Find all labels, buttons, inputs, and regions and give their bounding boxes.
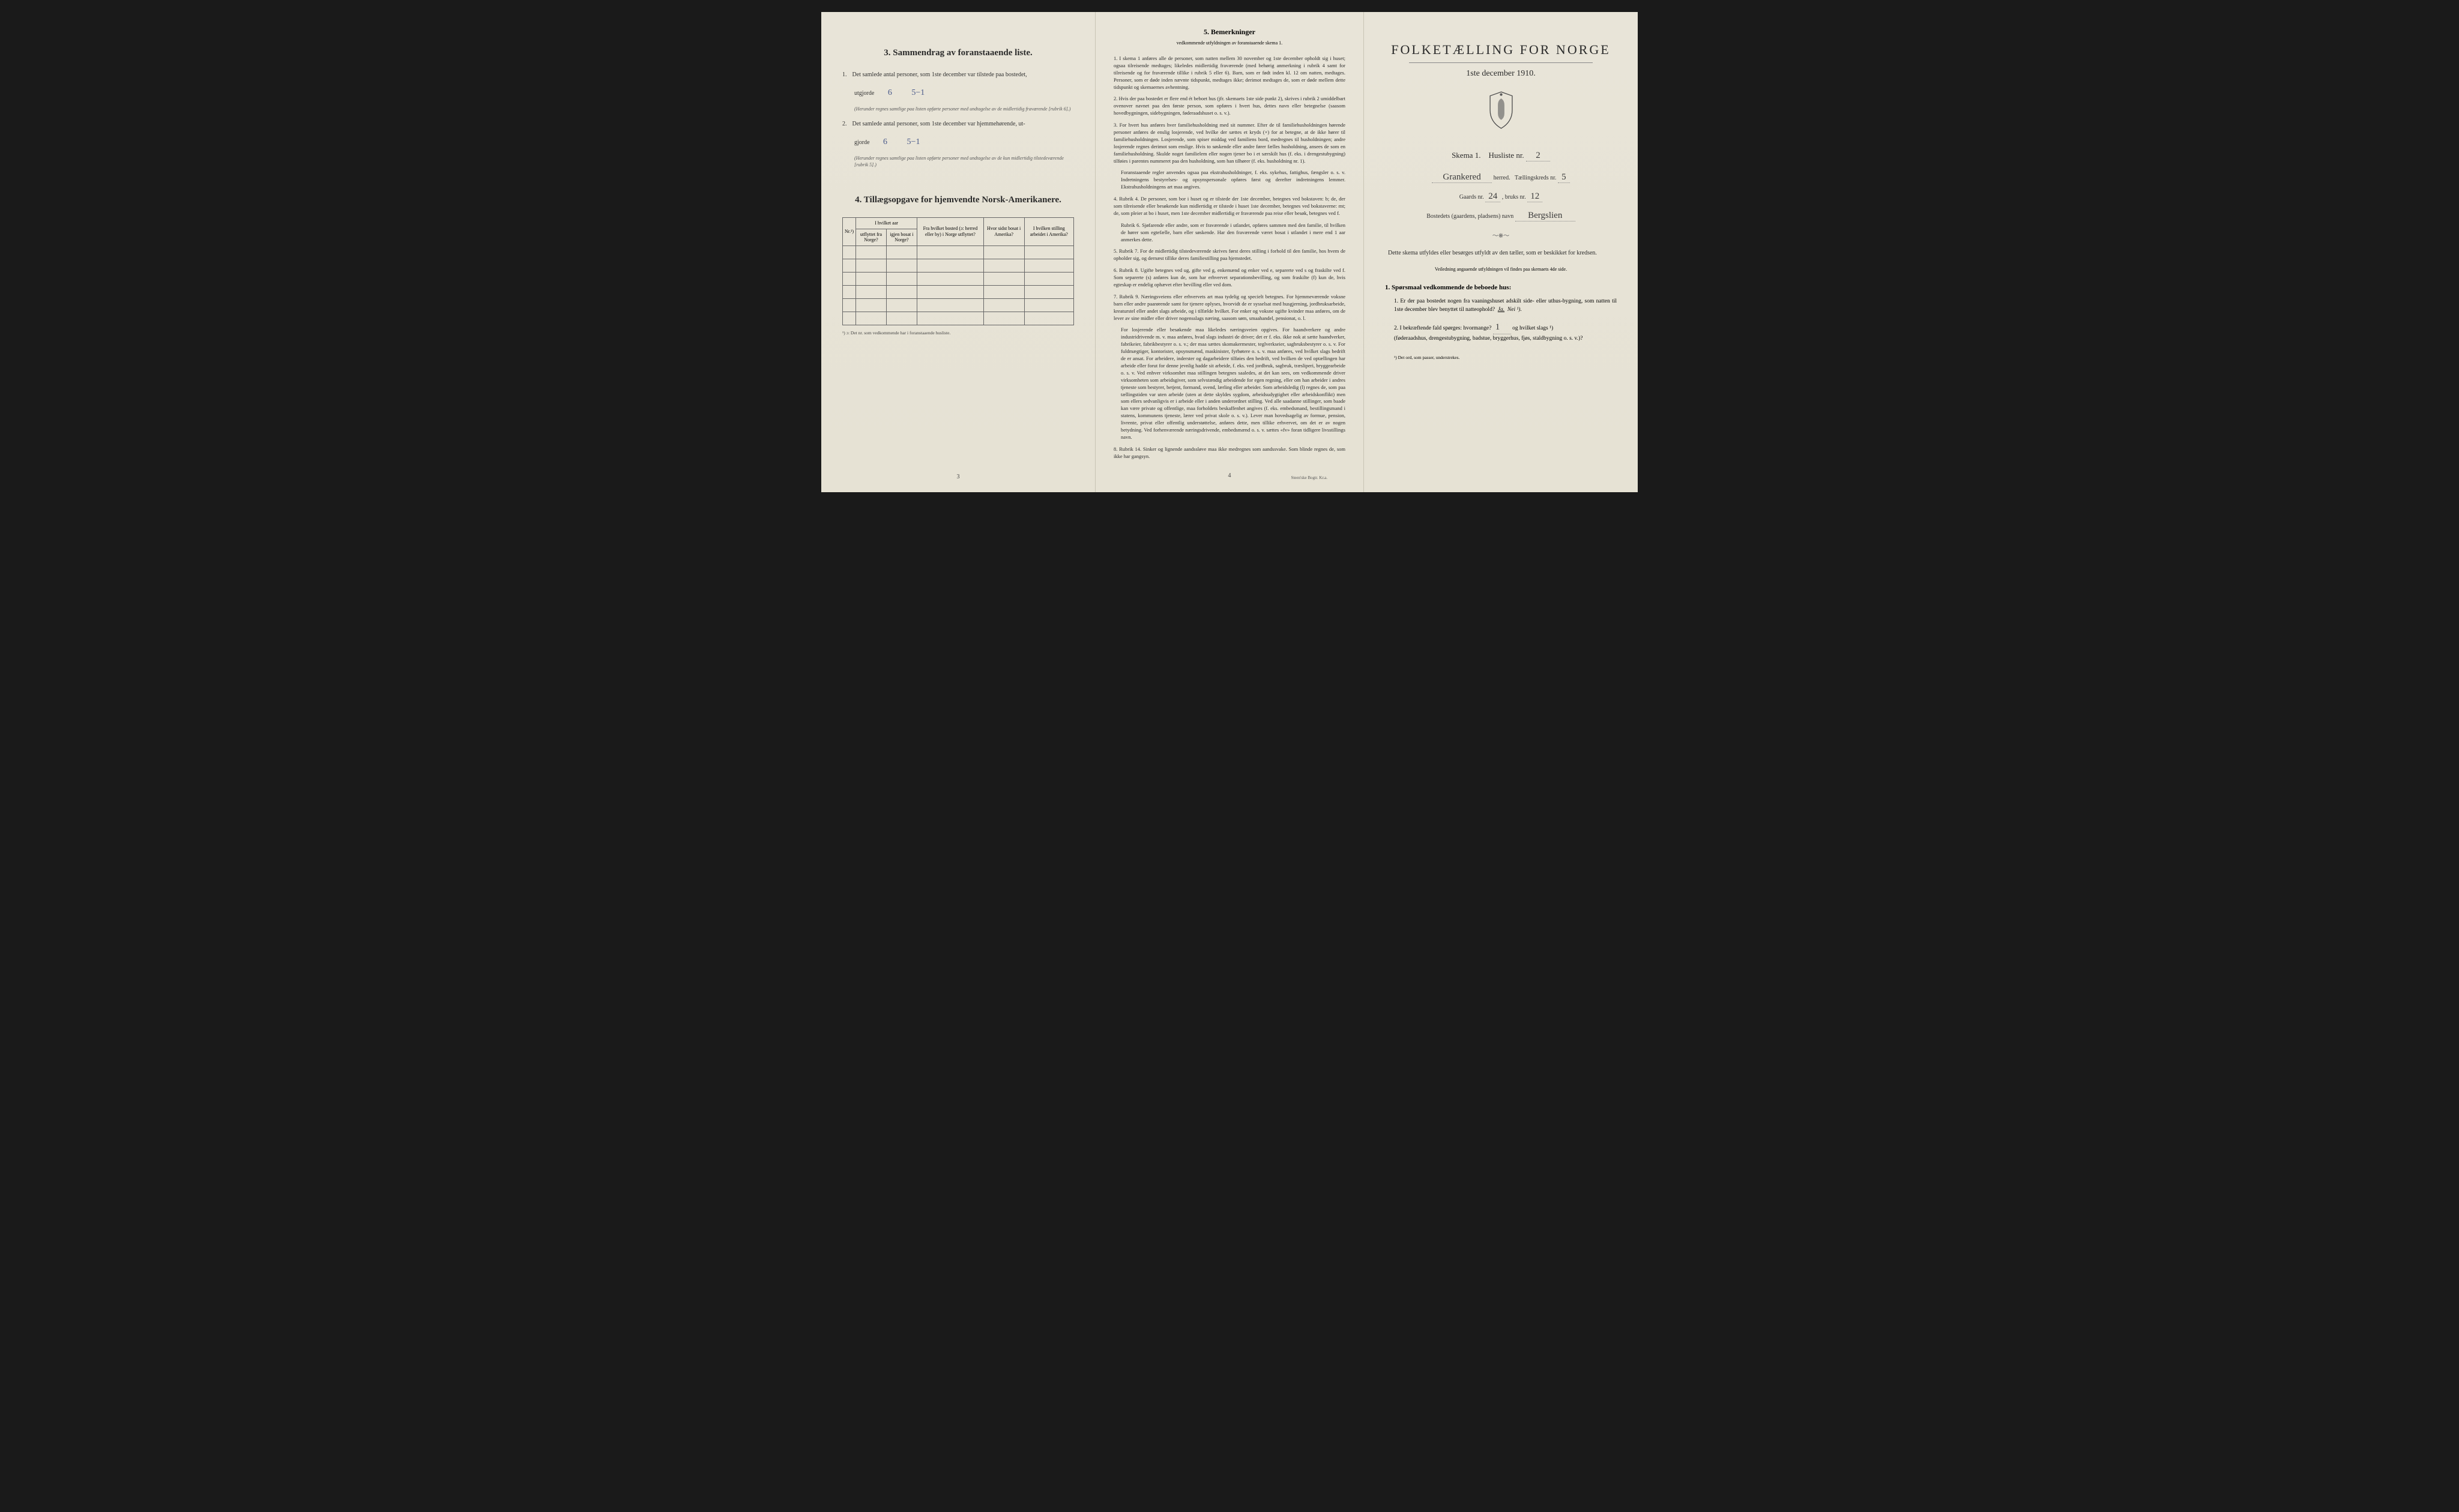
page-number: 4: [1228, 472, 1231, 480]
remark-sub: Foranstaaende regler anvendes ogsaa paa …: [1121, 169, 1345, 191]
section-3-num: 3.: [884, 48, 890, 58]
husliste-label: Husliste nr.: [1488, 151, 1524, 160]
item-3-1-value: utgjorde 6 5−1: [842, 86, 1074, 99]
th-group: I hvilket aar: [856, 218, 917, 229]
table-row: [843, 285, 1074, 298]
th-col3: Fra hvilket bosted (ɔ: herred eller by) …: [917, 218, 984, 246]
section-5-heading: Bemerkninger: [1211, 28, 1255, 36]
herred-line: Grankered herred. Tællingskreds nr. 5: [1385, 172, 1617, 183]
item-3-1: 1. Det samlede antal personer, som 1ste …: [842, 70, 1074, 79]
herred-value: Grankered: [1432, 172, 1492, 183]
husliste-value: 2: [1526, 151, 1550, 161]
th-col5: I hvilken stilling arbeidet i Amerika?: [1024, 218, 1073, 246]
q-num: 2.: [1394, 325, 1398, 331]
taelling-value: 5: [1558, 172, 1570, 183]
nei-option: Nei ¹).: [1507, 307, 1522, 313]
item-note: (Herunder regnes samtlige paa listen opf…: [854, 155, 1074, 168]
bruks-label: , bruks nr.: [1502, 194, 1526, 200]
question-2: 2. I bekræftende fald spørges: hvormange…: [1394, 321, 1617, 343]
q-text-a: I bekræftende fald spørges: hvormange?: [1400, 325, 1492, 331]
bosted-line: Bostedets (gaardens, pladsens) navn Berg…: [1385, 211, 1617, 221]
q-num: 1.: [1394, 298, 1398, 304]
taelling-label: Tællingskreds nr.: [1515, 175, 1556, 181]
q-title-text: Spørsmaal vedkommende de beboede hus:: [1392, 284, 1511, 291]
section-5-num: 5.: [1204, 28, 1209, 36]
table-row: [843, 312, 1074, 325]
bosted-value: Bergslien: [1515, 211, 1575, 221]
table-footnote: ¹) ɔ: Det nr. som vedkommende har i fora…: [842, 330, 1074, 336]
bruks-value: 12: [1527, 191, 1542, 202]
instruction-text: Dette skema utfyldes eller besørges utfy…: [1388, 248, 1614, 258]
handwritten-value-2: 5−1: [911, 88, 925, 97]
printer-mark: Steen'ske Bogtr. Kr.a.: [1291, 475, 1327, 481]
panel-page-4: 5. Bemerkninger vedkommende utfyldningen…: [1096, 12, 1364, 492]
footnote: ¹) Det ord, som passer, understrekes.: [1385, 355, 1617, 360]
q-text: Er der paa bostedet nogen fra vaaningshu…: [1394, 298, 1617, 313]
main-title: FOLKETÆLLING FOR NORGE: [1385, 42, 1617, 58]
q-title-num: 1.: [1385, 284, 1390, 291]
question-1: 1. Er der paa bostedet nogen fra vaaning…: [1394, 297, 1617, 315]
item-3-2: 2. Det samlede antal personer, som 1ste …: [842, 119, 1074, 128]
bosted-label: Bostedets (gaardens, pladsens) navn: [1426, 213, 1513, 220]
q-text-b: og hvilket slags ¹): [1512, 325, 1553, 331]
section-4-title: 4. Tillægsopgave for hjemvendte Norsk-Am…: [842, 195, 1074, 205]
herred-label: herred.: [1494, 175, 1510, 181]
section-3-heading: Sammendrag av foranstaaende liste.: [893, 48, 1033, 58]
table-row: [843, 259, 1074, 272]
section-3-title: 3. Sammendrag av foranstaaende liste.: [842, 48, 1074, 58]
remark-item: 2. Hvis der paa bostedet er flere end ét…: [1114, 95, 1345, 117]
section-5-subtitle: vedkommende utfyldningen av foranstaaend…: [1114, 40, 1345, 46]
panel-front-page: FOLKETÆLLING FOR NORGE 1ste december 191…: [1364, 12, 1638, 492]
table-row: [843, 245, 1074, 259]
item-text: Det samlede antal personer, som 1ste dec…: [852, 71, 1027, 78]
remark-item: 3. For hvert hus anføres hver familiehus…: [1114, 122, 1345, 164]
q-text-c: (føderaadshus, drengestubygning, badstue…: [1394, 336, 1583, 342]
remark-item: 6. Rubrik 8. Ugifte betegnes ved ug, gif…: [1114, 267, 1345, 289]
item-note: (Herunder regnes samtlige paa listen opf…: [854, 106, 1074, 112]
item-label: utgjorde: [854, 90, 874, 97]
th-nr: Nr.¹): [843, 218, 856, 246]
remarks-list: 1. I skema 1 anføres alle de personer, s…: [1114, 55, 1345, 460]
item-num: 2.: [842, 119, 851, 128]
remark-item: 7. Rubrik 9. Næringsveiens eller erhverv…: [1114, 294, 1345, 322]
section-4-heading: Tillægsopgave for hjemvendte Norsk-Ameri…: [864, 195, 1061, 205]
title-rule: [1409, 62, 1593, 63]
section-4-num: 4.: [855, 195, 861, 205]
remark-sub: Rubrik 6. Sjøfarende eller andre, som er…: [1121, 222, 1345, 244]
gaards-line: Gaards nr. 24 , bruks nr. 12: [1385, 191, 1617, 202]
tilleg-table: Nr.¹) I hvilket aar Fra hvilket bosted (…: [842, 217, 1074, 325]
handwritten-value-2: 5−1: [907, 137, 920, 146]
handwritten-value: 6: [883, 137, 887, 146]
question-title: 1. Spørsmaal vedkommende de beboede hus:: [1385, 284, 1617, 291]
gaards-label: Gaards nr.: [1459, 194, 1484, 200]
item-text: Det samlede antal personer, som 1ste dec…: [852, 121, 1025, 127]
coat-of-arms-icon: [1385, 91, 1617, 133]
remark-sub: For losjerende eller besøkende maa likel…: [1121, 327, 1345, 441]
item-3-2-value: gjorde 6 5−1: [842, 136, 1074, 148]
flourish-divider: ～❋～: [1385, 230, 1617, 239]
th-col1: utflyttet fra Norge?: [856, 229, 887, 245]
document-container: 3. Sammendrag av foranstaaende liste. 1.…: [821, 12, 1638, 492]
handwritten-value: 6: [888, 88, 892, 97]
item-label: gjorde: [854, 139, 870, 146]
gaards-value: 24: [1485, 191, 1500, 202]
panel-page-3: 3. Sammendrag av foranstaaende liste. 1.…: [821, 12, 1096, 492]
remark-item: 4. Rubrik 4. De personer, som bor i huse…: [1114, 196, 1345, 217]
instruction-sub: Veiledning angaaende utfyldningen vil fi…: [1385, 267, 1617, 272]
th-col4: Hvor sidst bosat i Amerika?: [983, 218, 1024, 246]
th-col2: igjen bosat i Norge?: [886, 229, 917, 245]
remark-item: 8. Rubrik 14. Sinker og lignende aandssl…: [1114, 446, 1345, 460]
skema-label: Skema 1.: [1452, 151, 1480, 160]
section-5-title: 5. Bemerkninger: [1114, 27, 1345, 37]
item-num: 1.: [842, 70, 851, 79]
q2-value: 1: [1493, 321, 1511, 335]
remark-item: 1. I skema 1 anføres alle de personer, s…: [1114, 55, 1345, 91]
page-number: 3: [957, 474, 960, 480]
census-date: 1ste december 1910.: [1385, 69, 1617, 79]
remark-item: 5. Rubrik 7. For de midlertidig tilstede…: [1114, 248, 1345, 262]
ja-option: Ja.: [1498, 307, 1504, 313]
table-row: [843, 272, 1074, 285]
skema-line: Skema 1. Husliste nr. 2: [1385, 151, 1617, 161]
table-row: [843, 298, 1074, 312]
